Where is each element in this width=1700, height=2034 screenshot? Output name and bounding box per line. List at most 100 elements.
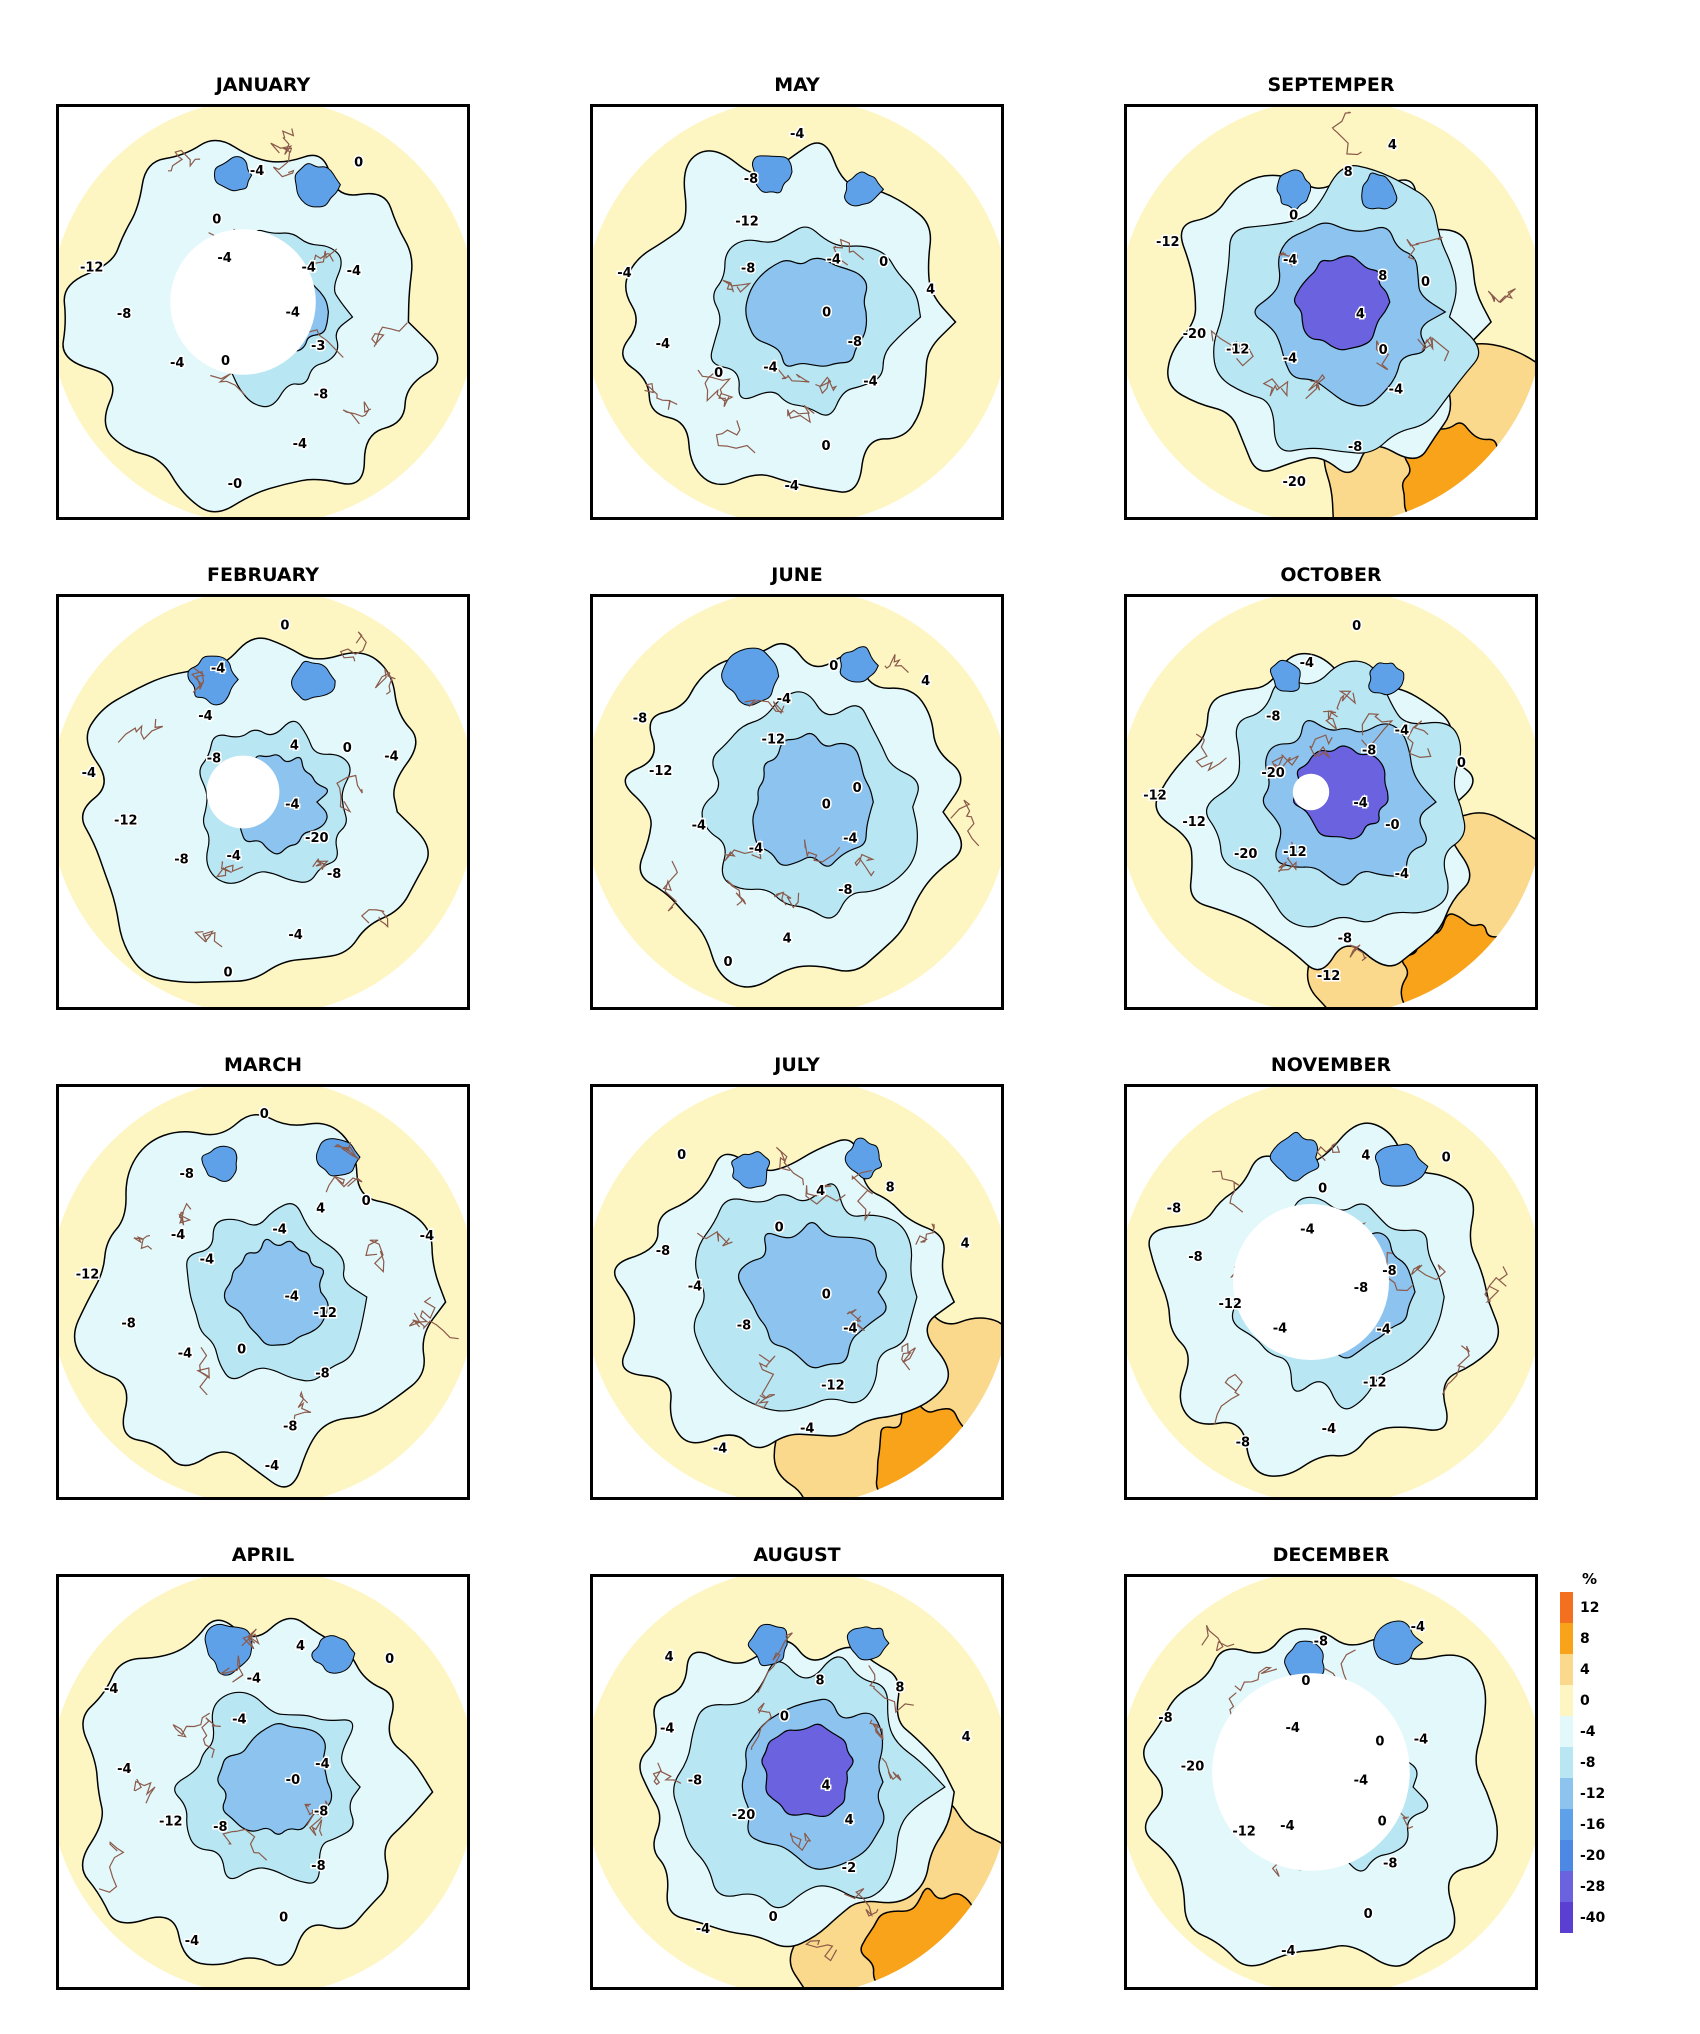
contour-label: 8: [1378, 269, 1387, 284]
coastline: [333, 1141, 360, 1160]
contour-label: -4: [250, 164, 264, 179]
legend-swatch: [1560, 1902, 1573, 1933]
contour-label: -4: [217, 251, 231, 266]
contour-label: -4: [1300, 656, 1314, 671]
coastline: [98, 1841, 125, 1893]
legend-swatch: [1560, 1623, 1573, 1654]
coastline: [371, 322, 408, 348]
contour-label: -8: [633, 711, 647, 726]
contour-label: -8: [1348, 440, 1362, 455]
regional-anomaly-cell: [1368, 662, 1405, 696]
coastline: [220, 1655, 244, 1683]
contour-label: 0: [822, 798, 831, 813]
contour-label: 0: [1352, 619, 1361, 634]
contour-label: -4: [284, 1290, 298, 1305]
color-legend: % 12 8 4 0 -4 -8 -12 -16 -20 -28 -40: [1560, 1570, 1680, 1970]
contour-label: -20: [1183, 327, 1207, 342]
polar-map: 0 -4 -8 4 0 -4 -4 -12 -8 -12 -4 0 4 0: [593, 597, 1001, 1007]
contour-label: -8: [1362, 743, 1376, 758]
contour-label: -4: [656, 337, 670, 352]
panel-title-january: JANUARY: [215, 74, 311, 96]
contour-label: -4: [1414, 1732, 1428, 1747]
missing-data-region: [170, 229, 316, 375]
missing-data-region: [1212, 1673, 1410, 1871]
contour-label: -4: [843, 1322, 857, 1337]
contour-label: -2: [842, 1861, 856, 1876]
coastline: [696, 1230, 733, 1247]
missing-data-region: [1292, 773, 1330, 811]
contour-label: -4: [843, 832, 857, 847]
contour-label: 0: [260, 1107, 269, 1122]
contour-label: -4: [1283, 253, 1297, 268]
regional-anomaly-cell: [1361, 172, 1398, 210]
legend-swatch: [1560, 1747, 1573, 1778]
missing-data-region: [1233, 1204, 1389, 1360]
coastline: [1349, 944, 1367, 962]
contour-label: -20: [1181, 1760, 1205, 1775]
contour-label: -8: [1188, 1250, 1202, 1265]
coastline: [724, 849, 762, 862]
panel-title-august: AUGUST: [753, 1544, 841, 1566]
legend-swatch: [1560, 1809, 1573, 1840]
coastline: [1214, 1373, 1243, 1425]
contour-label: 8: [815, 1674, 824, 1689]
contour-label: 8: [895, 1681, 904, 1696]
contour-label: -12: [1232, 1824, 1256, 1839]
coastline: [1487, 288, 1516, 304]
contour-label: 4: [962, 1730, 971, 1745]
coastline: [776, 367, 810, 383]
coastline: [790, 1832, 812, 1852]
contour-label: 0: [221, 354, 230, 369]
contour-label: -4: [200, 1252, 214, 1267]
contour-label: -20: [1282, 475, 1306, 490]
coastline: [869, 1719, 884, 1741]
coastline: [775, 1146, 805, 1186]
contour-label: -4: [104, 1682, 118, 1697]
coastline: [241, 1628, 260, 1650]
coastline: [194, 930, 223, 948]
legend-swatch: [1560, 1654, 1573, 1685]
contour-label: 0: [879, 255, 888, 270]
anomaly-level-12: [752, 732, 874, 867]
coastline: [412, 1296, 436, 1324]
panel-title-april: APRIL: [231, 1544, 295, 1566]
coastline: [374, 668, 396, 695]
contour-label: -4: [1283, 352, 1297, 367]
legend-label: -12: [1580, 1786, 1606, 1802]
contour-label: -4: [285, 305, 299, 320]
contour-label: -4: [696, 1922, 710, 1937]
regional-anomaly-cell: [187, 655, 239, 706]
legend-label: -28: [1580, 1879, 1606, 1895]
polar-map: -4 -0 -4 -8 -12 -12 -20 -12 -12 -20 -8 -4 0 -8 -4 0: [1127, 597, 1535, 1007]
contour-label: -12: [76, 1267, 100, 1282]
contour-label: -8: [311, 1859, 325, 1874]
polar-map: -4 -3 -8 -4 -0 0 -4 -8 -12 -4 0 -4 0 -4 -4: [59, 107, 467, 517]
coastline: [304, 1803, 323, 1826]
missing-data-region: [206, 755, 280, 829]
regional-anomaly-cell: [846, 1626, 890, 1661]
polar-map: -0 -8 -8 0 -4 -8 -12 -4 -4 -4 -4 4 0 -4: [59, 1577, 467, 1987]
contour-label: 8: [1344, 165, 1353, 180]
legend-label: 0: [1580, 1693, 1590, 1709]
coastline: [1309, 734, 1333, 759]
contour-label: 0: [237, 1342, 246, 1357]
coastline: [868, 1665, 914, 1714]
contour-label: -8: [283, 1419, 297, 1434]
strongest-anomaly-core: [1293, 255, 1391, 351]
contour-label: -4: [170, 356, 184, 371]
contour-label: -12: [1156, 235, 1180, 250]
coastline: [1201, 1624, 1235, 1652]
contour-label: 8: [886, 1181, 895, 1196]
coastline: [336, 774, 363, 813]
contour-label: 0: [1375, 1735, 1384, 1750]
coastline: [172, 1712, 211, 1738]
contour-label: 0: [1421, 275, 1430, 290]
contour-label: -8: [1338, 931, 1352, 946]
polar-map: -4 0 -8 0 -4 -4 -12 -20 -8 -4 0 -8 -4 0 -4: [1127, 1577, 1535, 1987]
panel-title-july: JULY: [774, 1054, 820, 1076]
map-panel-september: 4 0 -4 -8 -20 -4 -12 -20 -12 -4 0 8 4 8 0: [1124, 104, 1538, 520]
map-panel-january: -4 -3 -8 -4 -0 0 -4 -8 -12 -4 0 -4 0 -4 -4: [56, 104, 470, 520]
contour-label: 0: [1379, 343, 1388, 358]
coastline: [1234, 1666, 1278, 1692]
contour-label: -12: [1363, 1375, 1387, 1390]
